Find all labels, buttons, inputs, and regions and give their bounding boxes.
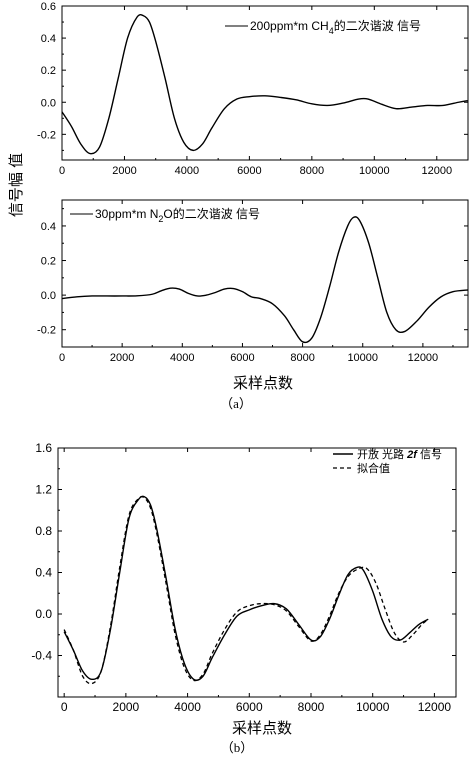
x-tick-label: 0 [59,165,65,177]
x-tick-label: 2000 [110,352,134,364]
legend-text-part: 信号 [417,448,442,461]
y-tick-label: -0.4 [31,649,52,663]
caption-b: （b） [221,740,254,755]
x-tick-label: 4000 [175,165,199,177]
x-tick-label: 12000 [408,352,439,364]
legend-label: 200ppm*m CH4的二次谐波 信号 [250,18,421,36]
legend-text-suffix: 的二次谐波 信号 [334,18,421,33]
legend-text-2f: 2f [406,449,418,461]
series-line-signal [62,14,468,155]
x-tick-label: 4000 [174,700,201,714]
x-tick-label: 4000 [170,352,194,364]
chart-a-ch4: 0 2000 4000 6000 8000 10000 12000 -0.2 0.0 0.2 0.4… [37,1,469,177]
plot-frame [61,199,469,348]
x-tick-label: 8000 [290,352,314,364]
legend-text-prefix: 200ppm*m CH [250,19,329,33]
y-tick-label: 1.6 [35,441,52,455]
legend-label-fit: 拟合值 [357,461,390,475]
caption-a: （a） [220,396,252,411]
legend-text-part: 开放 光路 [357,447,407,461]
y-tick-label: -0.2 [37,325,56,337]
legend-subscript: 4 [329,26,334,36]
x-tick-label: 10000 [359,165,390,177]
legend-subscript: 2 [158,214,163,224]
x-tick-label: 0 [61,700,68,714]
x-tick-label: 10000 [356,700,390,714]
chart-b-fit: 0 2000 4000 6000 8000 10000 12000 -0.4 0.0 0.4 0.8… [31,441,457,714]
x-tick-label: 2000 [113,700,140,714]
x-tick-label: 12000 [421,165,452,177]
x-tick-label: 8000 [300,165,324,177]
x-tick-label: 12000 [418,700,452,714]
legend-label-signal: 开放 光路 2f 信号 [357,447,442,461]
plot-frame [61,5,469,161]
y-tick-label: 0.4 [35,566,52,580]
x-tick-label: 2000 [112,165,136,177]
series-line-fit [63,495,429,685]
y-tick-label: 0.4 [41,33,56,45]
x-tick-label: 6000 [237,165,261,177]
y-tick-label: 0.2 [41,65,56,77]
x-tick-label: 6000 [236,700,263,714]
x-axis-label-a: 采样点数 [233,375,293,392]
x-tick-label: 0 [59,352,65,364]
chart-a-n2o: 0 2000 4000 6000 8000 10000 12000 -0.2 0.0 0.2 0.4… [37,199,469,364]
y-tick-label: 1.2 [35,483,52,497]
y-tick-label: 0.8 [35,524,52,538]
legend-text-suffix: O的二次谐波 信号 [163,206,260,221]
x-tick-label: 8000 [298,700,325,714]
legend-text-prefix: 30ppm*m N [95,207,158,221]
y-tick-label: 0.0 [35,607,52,621]
plot-frame [57,447,457,698]
series-line-signal [62,216,468,344]
x-tick-label: 6000 [230,352,254,364]
y-tick-label: 0.2 [41,256,56,268]
legend-label: 30ppm*m N2O的二次谐波 信号 [95,206,260,224]
y-tick-label: -0.2 [37,129,56,141]
y-axis-label-a: 信号幅 值 [8,153,25,217]
x-tick-label: 10000 [347,352,378,364]
series-line-signal [63,495,429,681]
y-tick-label: 0.4 [41,221,56,233]
x-axis-label-b: 采样点数 [232,720,292,737]
y-tick-label: 0.6 [41,1,56,13]
y-tick-label: 0.0 [41,290,56,302]
y-tick-label: 0.0 [41,97,56,109]
